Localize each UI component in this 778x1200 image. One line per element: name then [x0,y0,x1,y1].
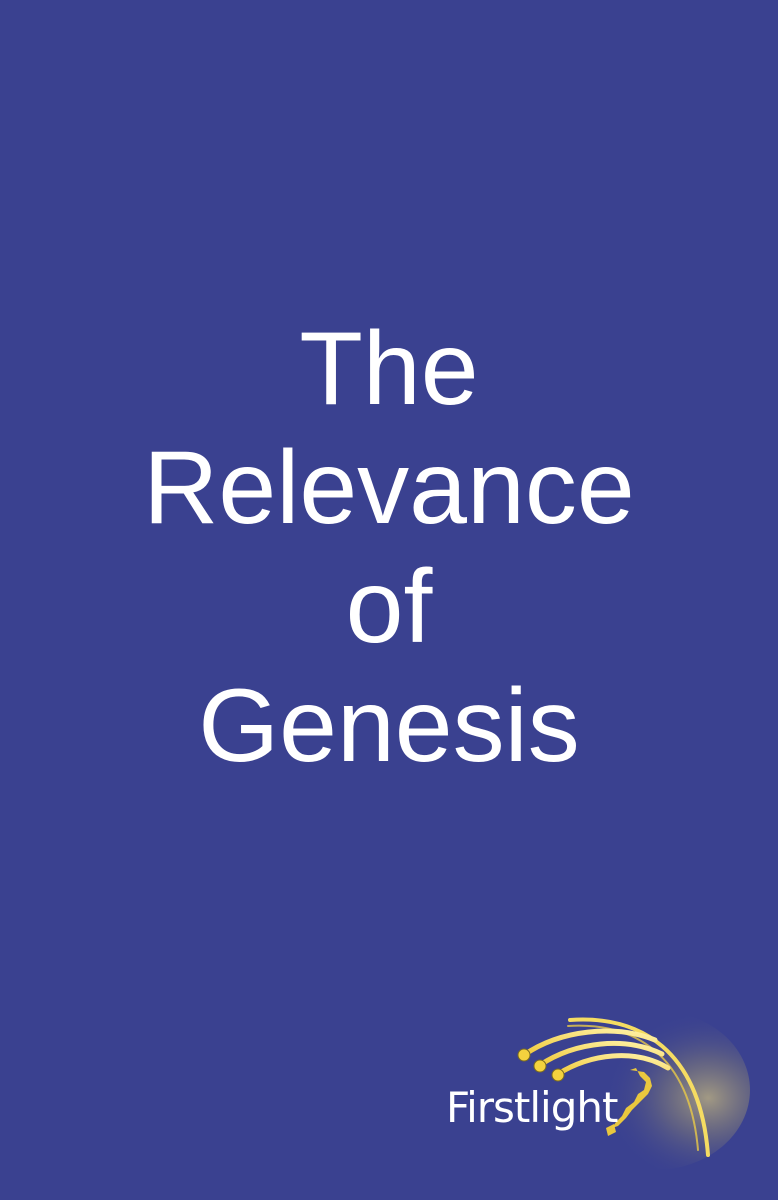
logo-streak-2 [537,1040,665,1068]
logo-comet-head-3 [551,1068,565,1082]
logo-wordmark: Firstlight [446,1083,618,1132]
logo-land-shape [612,1068,652,1128]
publisher-logo: Firstlight [440,1010,750,1170]
logo-arc [568,1017,710,1157]
logo-streak-1 [521,1028,658,1058]
cover-title: The Relevance of Genesis [0,310,778,786]
logo-comet-head-1 [517,1048,531,1062]
logo-comet-head-2 [533,1059,547,1073]
title-line-3: of [345,549,433,665]
logo-streak-3 [555,1053,671,1077]
title-line-2: Relevance [143,430,635,546]
firstlight-comet-icon [517,1010,750,1170]
title-line-4: Genesis [198,668,580,784]
title-line-1: The [299,311,479,427]
